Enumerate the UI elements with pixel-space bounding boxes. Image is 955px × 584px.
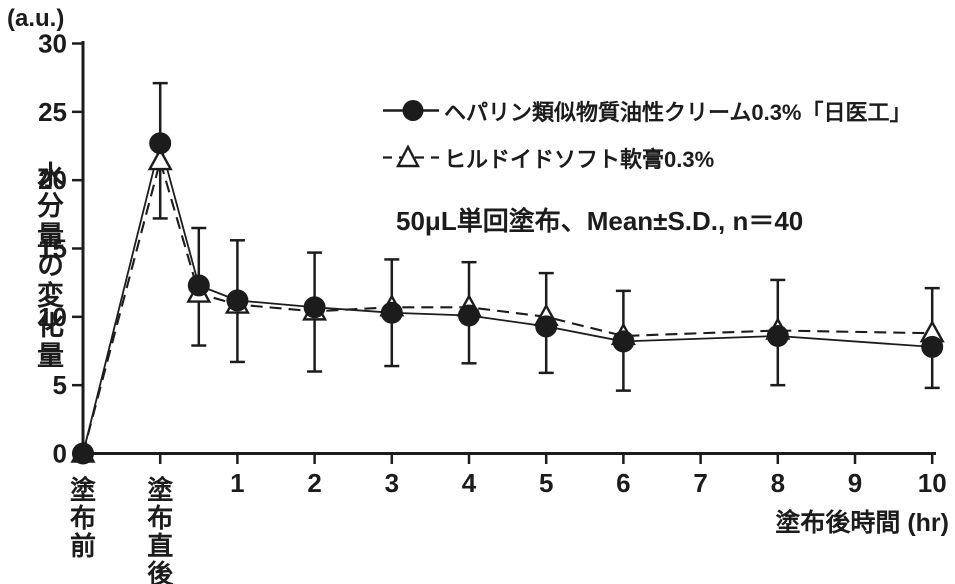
- y-tick-label: 10: [38, 302, 67, 332]
- marker-filled-circle: [921, 335, 944, 358]
- annotation-conditions: 50μL単回塗布、Mean±S.D., n＝40: [396, 206, 804, 236]
- x-tick-label: 6: [616, 468, 630, 498]
- y-tick-label: 25: [38, 97, 67, 127]
- x-tick-label-vertical: 塗: [147, 475, 173, 505]
- x-axis-title: 塗布後時間 (hr): [775, 509, 949, 537]
- y-tick-label: 15: [38, 234, 67, 264]
- legend-label-hirudoid: ヒルドイドソフト軟膏0.3%: [444, 146, 715, 172]
- marker-filled-circle: [226, 289, 249, 312]
- x-tick-label: 10: [918, 468, 947, 498]
- marker-filled-circle: [458, 304, 480, 327]
- x-tick-label: 3: [385, 468, 399, 498]
- y-tick-label: 20: [38, 165, 67, 195]
- x-tick-label: 7: [693, 468, 707, 498]
- y-tick-label: 0: [53, 439, 67, 469]
- x-tick-label: 4: [462, 468, 477, 498]
- x-tick-label-vertical: 布: [147, 503, 173, 533]
- marker-filled-circle: [149, 132, 172, 155]
- marker-filled-circle: [187, 274, 210, 297]
- marker-filled-circle: [380, 301, 403, 324]
- marker-filled-circle: [612, 330, 635, 353]
- x-tick-label: 2: [307, 468, 321, 498]
- marker-filled-circle: [535, 315, 558, 338]
- y-axis-title: 水分量の変化量: [33, 161, 63, 371]
- legend: ヘパリン類似物質油性クリーム0.3%「日医工」 ヒルドイドソフト軟膏0.3%: [383, 95, 912, 189]
- x-tick-label-vertical: 後: [147, 559, 174, 584]
- x-tick-label: 9: [848, 468, 862, 498]
- x-tick-label-vertical: 直: [147, 531, 173, 561]
- legend-marker-filled-circle-solid-line: [383, 100, 439, 121]
- legend-label-heparin: ヘパリン類似物質油性クリーム0.3%「日医工」: [444, 99, 912, 125]
- x-tick-label-vertical: 布: [70, 503, 96, 533]
- marker-filled-circle: [303, 296, 326, 319]
- legend-marker-open-triangle-dashed-line: [383, 144, 439, 168]
- y-tick-label: 5: [53, 370, 67, 400]
- legend-item-hirudoid: ヒルドイドソフト軟膏0.3%: [383, 142, 912, 173]
- x-tick-label: 8: [771, 468, 785, 498]
- y-tick-label: 30: [38, 29, 67, 59]
- marker-filled-circle: [72, 442, 94, 465]
- x-tick-label: 5: [539, 468, 553, 498]
- x-tick-label-vertical: 塗: [70, 475, 96, 505]
- series-heparin-line: [82, 139, 933, 454]
- marker-filled-circle: [766, 324, 789, 347]
- x-tick-label-vertical: 前: [70, 531, 96, 561]
- y-axis-unit-label: (a.u.): [7, 5, 65, 32]
- x-tick-label: 1: [230, 468, 244, 498]
- marker-open-triangle: [147, 147, 173, 171]
- legend-item-heparin: ヘパリン類似物質油性クリーム0.3%「日医工」: [383, 95, 912, 126]
